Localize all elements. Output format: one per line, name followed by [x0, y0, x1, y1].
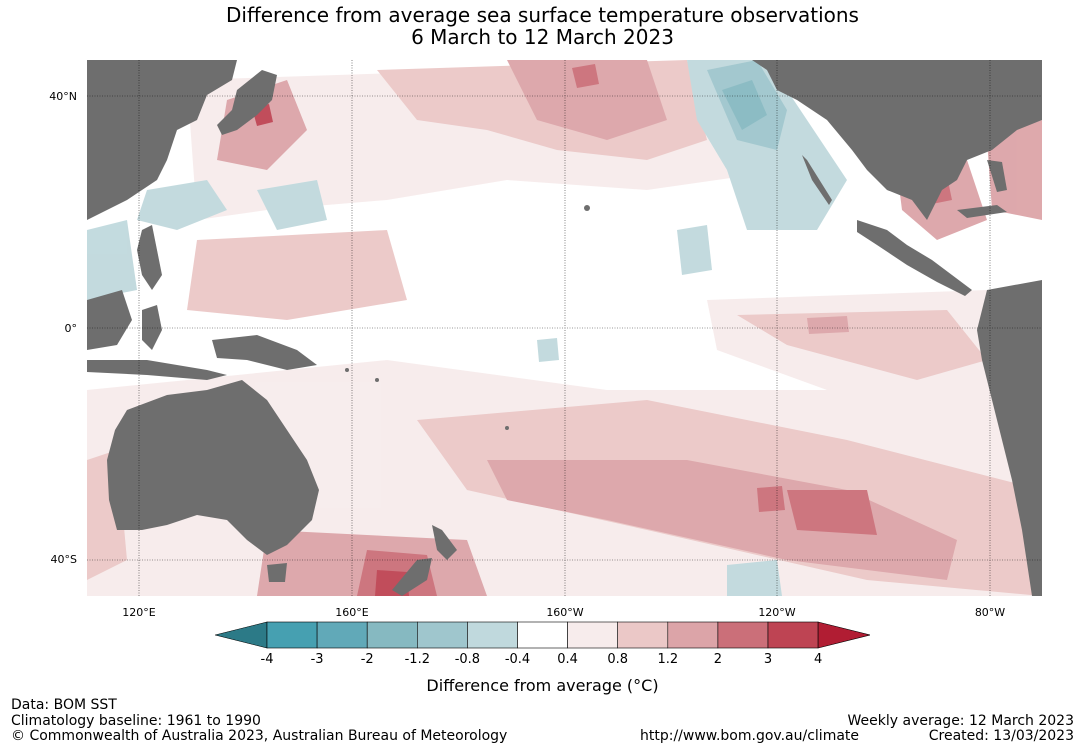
- land-south-america: [977, 280, 1042, 596]
- colorbar-extend-high: [817, 621, 870, 649]
- colorbar-cell: [567, 621, 619, 649]
- colorbar-tick-label: -2: [360, 652, 374, 667]
- colorbar-cell: [266, 621, 318, 649]
- chart-subtitle-dates: 6 March to 12 March 2023: [411, 25, 674, 49]
- colorbar-title: Difference from average (°C): [426, 676, 659, 695]
- southern-cool-1: [727, 560, 782, 596]
- colorbar: [215, 621, 870, 649]
- south-pacific-warm-core-2: [757, 486, 785, 512]
- colorbar-cell: [316, 621, 368, 649]
- lon-label-160w: 160°W: [546, 606, 584, 619]
- lat-label-equator: 0°: [64, 322, 78, 335]
- land-japan: [217, 70, 277, 135]
- lon-label-120e: 120°E: [122, 606, 156, 619]
- footer-data-source: Data: BOM SST: [11, 697, 117, 713]
- colorbar-tick-label: -0.4: [504, 652, 531, 667]
- land-island-1: [505, 426, 509, 430]
- land-island-2: [345, 368, 349, 372]
- colorbar-tick-label: 0.8: [607, 652, 629, 667]
- land-baja: [802, 155, 832, 205]
- land-new-zealand-north: [432, 525, 457, 560]
- footer-weekly-average: Weekly average: 12 March 2023: [847, 713, 1074, 729]
- land-north-america: [752, 60, 1042, 220]
- lat-label-40n: 40°N: [49, 90, 77, 103]
- colorbar-tick-label: 1.2: [657, 652, 679, 667]
- lat-label-40s: 40°S: [50, 553, 77, 566]
- colorbar-tick-label: 3: [763, 652, 773, 667]
- equatorial-east-warm-strong: [807, 316, 849, 334]
- anomaly-field: [87, 60, 1042, 596]
- land-island-3: [375, 378, 379, 382]
- land-new-zealand-south: [392, 558, 432, 596]
- colorbar-cell: [667, 621, 719, 649]
- colorbar-tick-label: 4: [813, 652, 823, 667]
- colorbar-extend-low: [215, 621, 268, 649]
- north-pacific-warm-strong: [507, 60, 667, 140]
- colorbar-cell: [617, 621, 669, 649]
- lon-label-80w: 80°W: [974, 606, 1006, 619]
- land-tasmania: [267, 563, 287, 582]
- map-canvas: [87, 60, 1042, 596]
- land-sulawesi: [142, 305, 162, 350]
- footer-baseline: Climatology baseline: 1961 to 1990: [11, 713, 261, 729]
- graticule: [87, 60, 1042, 596]
- colorbar-tick-label: 2: [713, 652, 723, 667]
- colorbar-cell: [517, 621, 568, 649]
- land-cuba: [957, 205, 1007, 218]
- sst-anomaly-map: [87, 60, 1042, 596]
- colorbar-cell: [467, 621, 518, 649]
- north-pacific-warm-core: [572, 64, 599, 88]
- chart-title: Difference from average sea surface temp…: [226, 3, 859, 27]
- land-asia: [87, 60, 237, 220]
- colorbar-tick-label: -1.2: [404, 652, 430, 667]
- west-pacific-cool-2: [257, 180, 327, 230]
- land-central-america: [857, 220, 972, 296]
- lon-label-160e: 160°E: [335, 606, 369, 619]
- land-philippines: [137, 225, 162, 290]
- footer-url[interactable]: http://www.bom.gov.au/climate: [640, 728, 860, 744]
- colorbar-tick-label: -0.8: [454, 652, 481, 667]
- colorbar-tick-label: -3: [310, 652, 324, 667]
- colorbar-tick-label: 0.4: [557, 652, 578, 667]
- footer-copyright: © Commonwealth of Australia 2023, Austra…: [11, 728, 508, 744]
- land-indonesia-chain: [87, 360, 227, 380]
- atlantic-warm: [987, 120, 1042, 220]
- land-hawaii: [584, 205, 590, 211]
- land-florida: [987, 160, 1007, 192]
- colorbar-cell: [767, 621, 819, 649]
- colorbar-tick-label: -4: [260, 652, 274, 667]
- equatorial-east-warm-medium: [737, 310, 987, 380]
- equator-cool-blob: [537, 338, 559, 362]
- land-australia: [107, 380, 319, 555]
- lon-label-120w: 120°W: [758, 606, 796, 619]
- colorbar-cell: [366, 621, 418, 649]
- northeast-pacific-cool-core: [722, 80, 767, 130]
- land: [87, 60, 1042, 596]
- footer-created: Created: 13/03/2023: [928, 728, 1074, 744]
- land-new-guinea: [212, 335, 317, 370]
- land-borneo: [87, 290, 132, 350]
- west-pacific-cool-3: [87, 220, 137, 300]
- colorbar-cell: [417, 621, 468, 649]
- colorbar-cell: [717, 621, 769, 649]
- central-cool-blob: [677, 225, 712, 275]
- south-pacific-warm-core-1: [787, 490, 877, 535]
- west-pacific-cool-1: [137, 180, 227, 230]
